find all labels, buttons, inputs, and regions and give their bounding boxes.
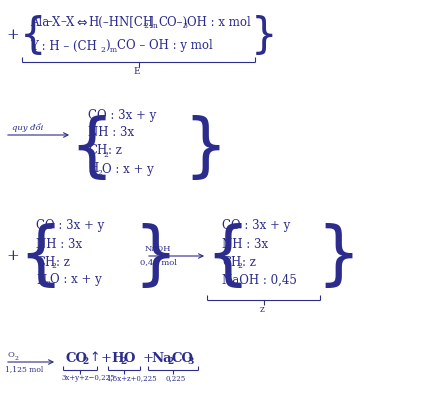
Text: NH : 3x: NH : 3x	[36, 237, 82, 251]
Text: +: +	[6, 28, 19, 42]
Text: NaOH : 0,45: NaOH : 0,45	[222, 273, 297, 286]
Text: X: X	[66, 16, 74, 29]
Text: m: m	[110, 46, 117, 54]
Text: 2: 2	[82, 357, 88, 366]
Text: –: –	[60, 16, 66, 29]
Text: CO : 3x + y: CO : 3x + y	[36, 220, 104, 233]
Text: X: X	[52, 16, 60, 29]
Text: CH: CH	[36, 255, 55, 268]
Text: CO: CO	[65, 352, 87, 364]
Text: +: +	[6, 249, 19, 263]
Text: $\{$: $\{$	[19, 13, 42, 57]
Text: 3: 3	[182, 22, 187, 30]
Text: CO : 3x + y: CO : 3x + y	[88, 109, 156, 122]
Text: ]: ]	[148, 16, 153, 29]
Text: 2: 2	[103, 151, 108, 159]
Text: 2: 2	[15, 355, 19, 361]
Text: CO–): CO–)	[158, 16, 187, 29]
Text: E: E	[133, 67, 140, 77]
Text: 2: 2	[45, 280, 50, 288]
Text: $\{$: $\{$	[18, 222, 56, 290]
Text: O : x + y: O : x + y	[50, 273, 102, 286]
Text: O: O	[124, 352, 135, 364]
Text: +: +	[101, 353, 112, 366]
Text: +: +	[143, 353, 154, 366]
Text: H: H	[36, 273, 46, 286]
Text: CH: CH	[88, 144, 107, 157]
Text: 2: 2	[167, 357, 173, 366]
Text: 2: 2	[97, 169, 102, 177]
Text: ): )	[105, 40, 110, 53]
Text: $\}$: $\}$	[316, 222, 354, 290]
Text: O : x + y: O : x + y	[102, 162, 154, 175]
Text: H: H	[111, 352, 124, 364]
Text: Na: Na	[151, 352, 172, 364]
Text: OH : x mol: OH : x mol	[187, 16, 251, 29]
Text: 2: 2	[143, 22, 148, 30]
Text: Y : H – (CH: Y : H – (CH	[30, 40, 97, 53]
Text: 1,5x+z+0,225: 1,5x+z+0,225	[106, 374, 157, 382]
Text: $\}$: $\}$	[133, 222, 170, 290]
Text: H(–HN[CH: H(–HN[CH	[88, 16, 153, 29]
Text: n: n	[153, 22, 158, 30]
Text: : z: : z	[242, 255, 256, 268]
Text: 0,225: 0,225	[165, 374, 185, 382]
Text: CO: CO	[171, 352, 193, 364]
Text: 2: 2	[237, 262, 242, 270]
Text: 3x+y+z−0,225: 3x+y+z−0,225	[61, 374, 115, 382]
Text: 2: 2	[51, 262, 56, 270]
Text: z: z	[259, 306, 264, 315]
Text: $\Leftrightarrow$: $\Leftrightarrow$	[74, 16, 88, 29]
Text: $\uparrow$: $\uparrow$	[87, 350, 99, 364]
Text: 2: 2	[100, 46, 105, 54]
Text: NH : 3x: NH : 3x	[222, 237, 268, 251]
Text: H: H	[88, 162, 98, 175]
Text: 1,125 mol: 1,125 mol	[5, 365, 43, 373]
Text: CH: CH	[222, 255, 241, 268]
Text: O: O	[8, 351, 15, 359]
Text: $\{$: $\{$	[205, 222, 243, 290]
Text: CO : 3x + y: CO : 3x + y	[222, 220, 290, 233]
Text: : z: : z	[108, 144, 122, 157]
Text: CO – OH : y mol: CO – OH : y mol	[117, 40, 213, 53]
Text: $\{$: $\{$	[69, 113, 107, 182]
Text: 0,45 mol: 0,45 mol	[140, 258, 176, 266]
Text: –: –	[46, 16, 52, 29]
Text: NH : 3x: NH : 3x	[88, 126, 134, 140]
Text: NaOH: NaOH	[145, 245, 171, 253]
Text: 2: 2	[120, 357, 126, 366]
Text: Ala: Ala	[30, 16, 49, 29]
Text: $\}$: $\}$	[183, 113, 220, 182]
Text: : z: : z	[56, 255, 70, 268]
Text: $\}$: $\}$	[250, 13, 273, 57]
Text: 3: 3	[187, 357, 193, 366]
Text: quy đổi: quy đổi	[12, 124, 43, 132]
